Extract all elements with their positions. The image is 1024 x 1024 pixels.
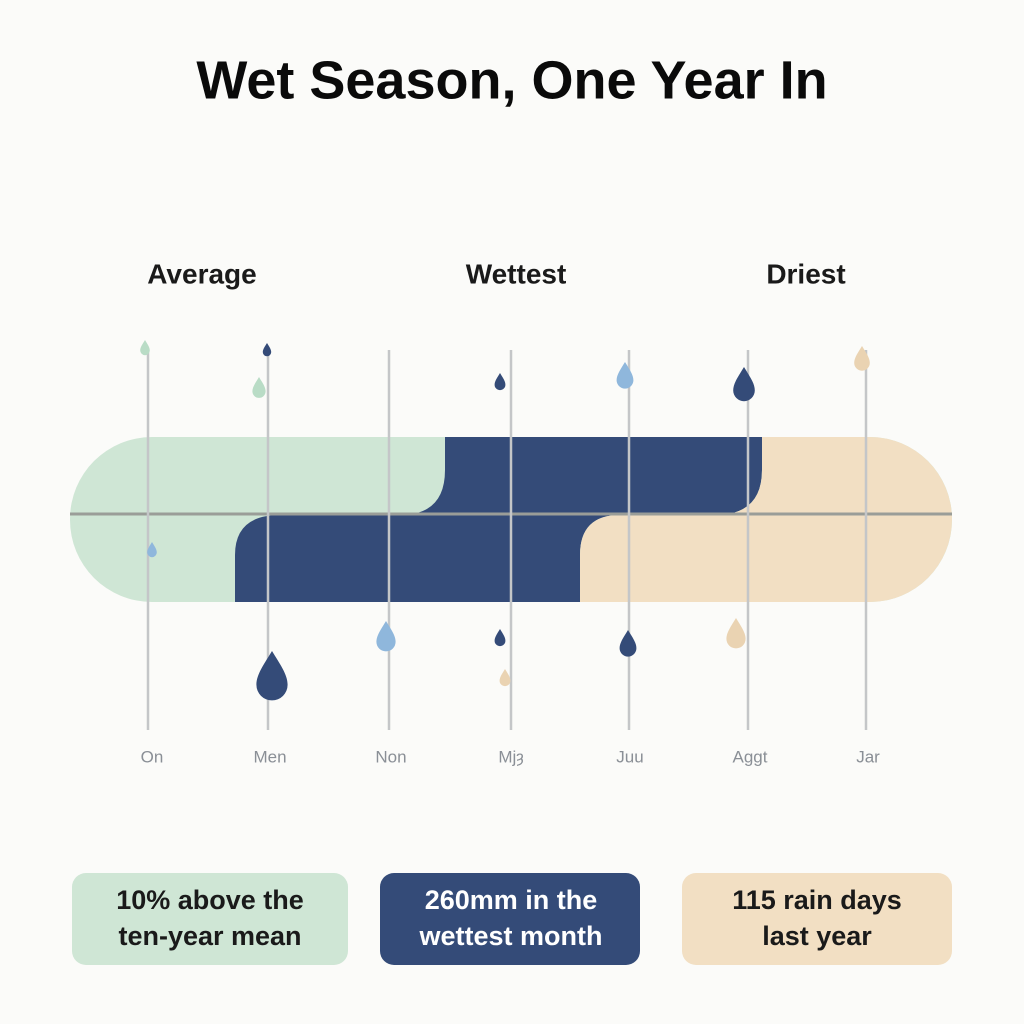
month-label: On [141,747,164,766]
month-label: Juu [616,747,643,766]
stat-card [380,873,640,965]
card-text: 10% above the [116,885,304,915]
month-label: Jar [856,747,880,766]
stat-card [682,873,952,965]
month-label: Aggt [733,747,768,766]
card-text: 115 rain days [732,885,902,915]
stat-card [72,873,348,965]
month-label: Mjȝ [498,747,523,766]
band-label: Average [147,258,256,289]
driest-band [580,437,952,602]
month-label: Non [375,747,406,766]
card-text: ten-year mean [118,921,301,951]
card-text: 260mm in the [425,885,598,915]
month-label: Men [253,747,286,766]
band-label: Driest [766,258,845,289]
card-text: wettest month [418,921,602,951]
band-label: Wettest [466,258,567,289]
card-text: last year [762,921,872,951]
title: Wet Season, One Year In [196,50,827,110]
